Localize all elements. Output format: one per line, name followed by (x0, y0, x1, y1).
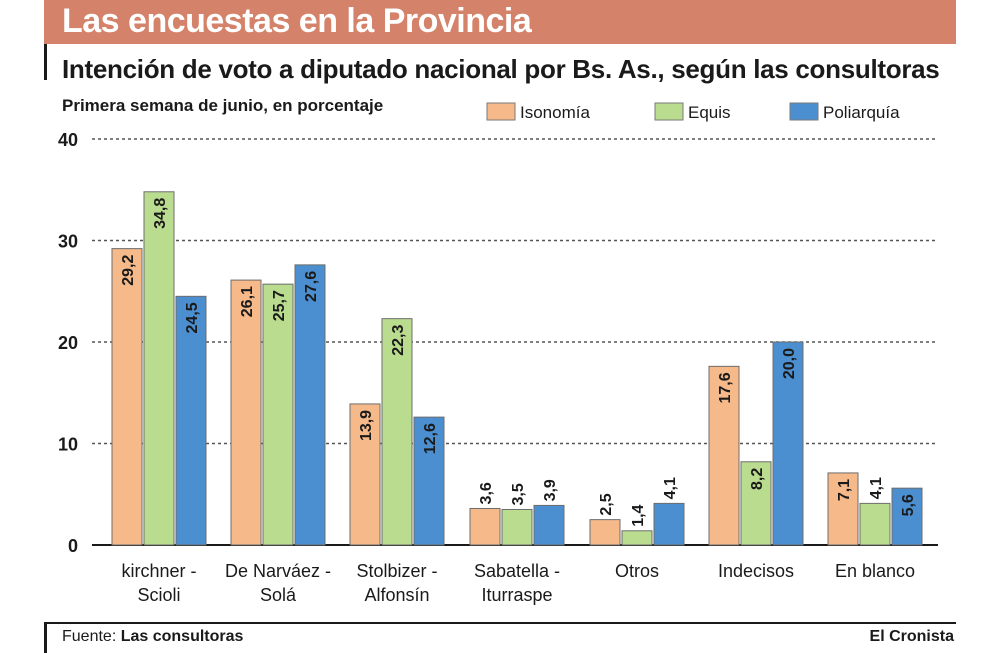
y-tick-label: 0 (68, 536, 78, 556)
bar (533, 504, 565, 546)
bar (827, 472, 859, 546)
bar-value-label: 13,9 (358, 410, 375, 441)
x-tick-label: Alfonsín (364, 585, 429, 605)
bar (621, 530, 653, 546)
y-tick-label: 30 (58, 232, 78, 252)
bar (589, 519, 621, 546)
bar (294, 264, 326, 546)
bar-value-label: 12,6 (422, 423, 439, 454)
title-rule (44, 44, 47, 80)
bar-value-label: 27,6 (303, 271, 320, 302)
bar (469, 507, 501, 546)
bar (111, 248, 143, 546)
publisher-credit: El Cronista (869, 628, 954, 645)
source-label: Fuente: (62, 628, 117, 645)
y-tick-label: 10 (58, 435, 78, 455)
legend-swatch (789, 102, 819, 121)
x-tick-label: Iturraspe (481, 585, 552, 605)
x-tick-label: Solá (260, 585, 297, 605)
header-bar (44, 0, 956, 44)
bar-value-label: 3,6 (478, 482, 495, 504)
bar (349, 403, 381, 546)
bar-value-label: 8,2 (749, 468, 766, 490)
bar-value-label: 34,8 (152, 198, 169, 229)
x-tick-label: Scioli (137, 585, 180, 605)
bar-value-label: 17,6 (717, 372, 734, 403)
bar (413, 416, 445, 546)
bar (381, 318, 413, 546)
bar (653, 502, 685, 546)
bar (859, 502, 891, 546)
bar (262, 283, 294, 546)
page-title: Las encuestas en la Provincia (62, 2, 532, 40)
x-tick-label: Indecisos (718, 561, 794, 581)
legend-swatch (654, 102, 684, 121)
x-tick-label: De Narváez - (225, 561, 331, 581)
chart-subtitle: Primera semana de junio, en porcentaje (62, 96, 384, 115)
legend-swatch (486, 102, 516, 121)
bar-value-label: 3,5 (510, 483, 527, 505)
bar (230, 279, 262, 546)
bar (501, 508, 533, 546)
bar-value-label: 2,5 (598, 493, 615, 515)
bar-value-label: 25,7 (271, 290, 288, 321)
y-tick-label: 20 (58, 333, 78, 353)
bar-value-label: 4,1 (868, 477, 885, 499)
y-tick-label: 40 (58, 130, 78, 150)
bar-value-label: 24,5 (184, 302, 201, 333)
bar-value-label: 22,3 (390, 325, 407, 356)
bar-value-label: 3,9 (542, 479, 559, 501)
legend-label: Equis (688, 103, 731, 122)
legend-label: Isonomía (520, 103, 590, 122)
source-note: Fuente: Las consultoras (62, 628, 243, 646)
bar (175, 295, 207, 546)
footer-rule (44, 622, 956, 624)
bar-value-label: 20,0 (781, 348, 798, 379)
chart-title: Intención de voto a diputado nacional po… (62, 54, 940, 84)
footer-vrule (44, 622, 47, 653)
bar (708, 365, 740, 546)
source-value: Las consultoras (120, 628, 244, 645)
bar-value-label: 29,2 (120, 255, 137, 286)
bar-value-label: 5,6 (900, 494, 917, 516)
bar-value-label: 1,4 (630, 504, 647, 526)
bar (143, 191, 175, 546)
x-tick-label: En blanco (835, 561, 915, 581)
x-tick-label: Otros (615, 561, 659, 581)
x-tick-label: Stolbizer - (356, 561, 437, 581)
bar-value-label: 7,1 (836, 479, 853, 501)
bar (740, 461, 772, 546)
bar (891, 487, 923, 546)
bar-value-label: 4,1 (662, 477, 679, 499)
bar-value-label: 26,1 (239, 286, 256, 317)
legend-label: Poliarquía (823, 103, 900, 122)
bar (772, 341, 804, 546)
x-tick-label: kirchner - (121, 561, 196, 581)
x-tick-label: Sabatella - (474, 561, 560, 581)
